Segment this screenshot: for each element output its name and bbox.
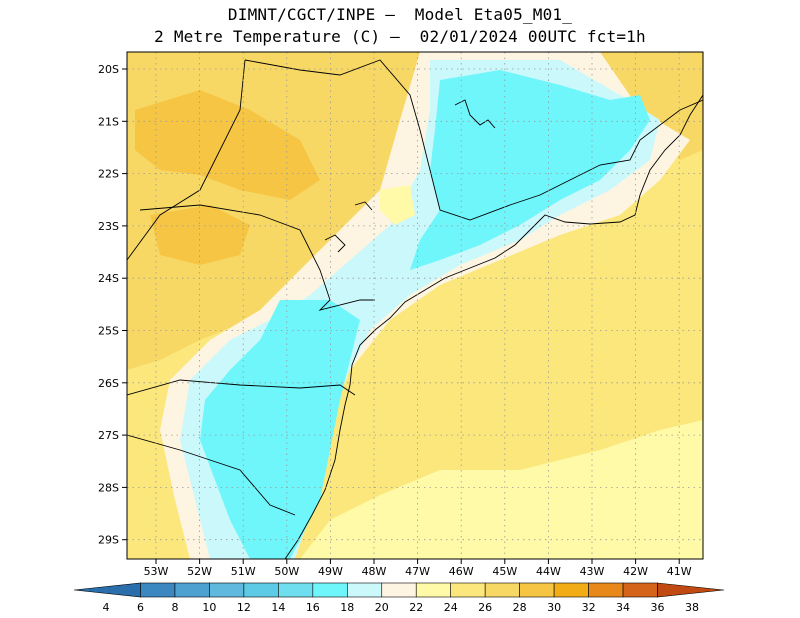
colorbar-label: 38 bbox=[685, 601, 699, 614]
state-border-3 bbox=[244, 59, 703, 221]
lat-tick-label: 22S bbox=[98, 168, 119, 181]
lat-tick-label: 20S bbox=[98, 63, 119, 76]
lon-tick-label: 49W bbox=[318, 565, 343, 578]
colorbar-label: 22 bbox=[409, 601, 423, 614]
colorbar-label: 32 bbox=[582, 601, 596, 614]
lon-tick-label: 43W bbox=[580, 565, 605, 578]
colorbar-swatch bbox=[657, 582, 725, 598]
colorbar-label: 6 bbox=[137, 601, 144, 614]
colorbar-swatch bbox=[450, 582, 486, 598]
colorbar-label: 12 bbox=[237, 601, 251, 614]
map-title-line2: 2 Metre Temperature (C) — 02/01/2024 00U… bbox=[154, 27, 646, 46]
field-ocean-22-24 bbox=[300, 420, 703, 559]
lon-tick-label: 52W bbox=[187, 565, 212, 578]
temperature-field bbox=[127, 52, 703, 559]
colorbar-swatch bbox=[484, 582, 520, 598]
colorbar-label: 18 bbox=[340, 601, 354, 614]
longitude-axis: 53W 52W 51W 50W 49W 48W 47W 46W 45W 44W 43W 42W 41W bbox=[144, 559, 692, 578]
colorbar-swatch bbox=[140, 582, 176, 598]
reservoir-1 bbox=[454, 99, 496, 129]
colorbar-label: 36 bbox=[651, 601, 665, 614]
colorbar-label: 10 bbox=[202, 601, 216, 614]
lon-tick-label: 50W bbox=[274, 565, 299, 578]
lon-tick-label: 51W bbox=[231, 565, 256, 578]
lon-tick-label: 42W bbox=[623, 565, 648, 578]
colorbar-swatch bbox=[209, 582, 245, 598]
field-land-16-18-south bbox=[200, 300, 360, 559]
colorbar-label: 28 bbox=[513, 601, 527, 614]
lat-tick-label: 29S bbox=[98, 534, 119, 547]
lon-tick-label: 47W bbox=[405, 565, 430, 578]
colorbar-swatch bbox=[278, 582, 314, 598]
colorbar-swatch bbox=[381, 582, 417, 598]
field-land-28-30-a bbox=[135, 90, 320, 200]
lon-tick-label: 45W bbox=[492, 565, 517, 578]
colorbar-label: 14 bbox=[271, 601, 285, 614]
state-border-2 bbox=[139, 204, 375, 311]
colorbar-label: 20 bbox=[375, 601, 389, 614]
reservoir-3 bbox=[354, 201, 373, 211]
field-land-24-26-island bbox=[380, 185, 415, 225]
colorbar-swatch bbox=[73, 582, 141, 598]
colorbar-swatch bbox=[415, 582, 452, 598]
lat-tick-label: 27S bbox=[98, 429, 119, 442]
lon-tick-label: 41W bbox=[667, 565, 692, 578]
colorbar-swatch bbox=[553, 582, 589, 598]
lon-tick-label: 53W bbox=[144, 565, 169, 578]
lon-tick-label: 46W bbox=[449, 565, 474, 578]
lat-tick-label: 25S bbox=[98, 325, 119, 338]
colorbar-swatch bbox=[174, 582, 210, 598]
colorbar-label: 34 bbox=[616, 601, 630, 614]
colorbar-label: 4 bbox=[103, 601, 110, 614]
colorbar-swatch bbox=[346, 582, 383, 598]
lon-tick-label: 48W bbox=[362, 565, 387, 578]
colorbar-label: 24 bbox=[444, 601, 458, 614]
colorbar-label: 30 bbox=[547, 601, 561, 614]
colorbar: 4 6 8 10 12 14 16 18 20 22 24 26 28 30 32 34 36 38 bbox=[73, 582, 725, 614]
colorbar-swatch bbox=[622, 582, 658, 598]
map-frame bbox=[126, 51, 704, 560]
colorbar-label: 16 bbox=[306, 601, 320, 614]
lon-tick-label: 44W bbox=[536, 565, 561, 578]
reservoir-2 bbox=[324, 234, 346, 253]
lat-tick-label: 21S bbox=[98, 115, 119, 128]
lat-tick-label: 28S bbox=[98, 481, 119, 494]
latitude-axis: 20S 21S 22S 23S 24S 25S 26S 27S 28S 29S bbox=[98, 63, 127, 547]
gridlines bbox=[127, 52, 703, 559]
colorbar-label: 8 bbox=[171, 601, 178, 614]
state-border-5 bbox=[127, 434, 296, 516]
coastline bbox=[284, 94, 703, 559]
colorbar-swatch bbox=[588, 582, 624, 598]
map-title-line1: DIMNT/CGCT/INPE — Model Eta05_M01_ bbox=[227, 5, 573, 24]
colorbar-swatch bbox=[519, 582, 555, 598]
lat-tick-label: 24S bbox=[98, 272, 119, 285]
lat-tick-label: 23S bbox=[98, 220, 119, 233]
colorbar-swatch bbox=[312, 582, 348, 598]
lat-tick-label: 26S bbox=[98, 377, 119, 390]
colorbar-swatch bbox=[243, 582, 279, 598]
colorbar-label: 26 bbox=[478, 601, 492, 614]
